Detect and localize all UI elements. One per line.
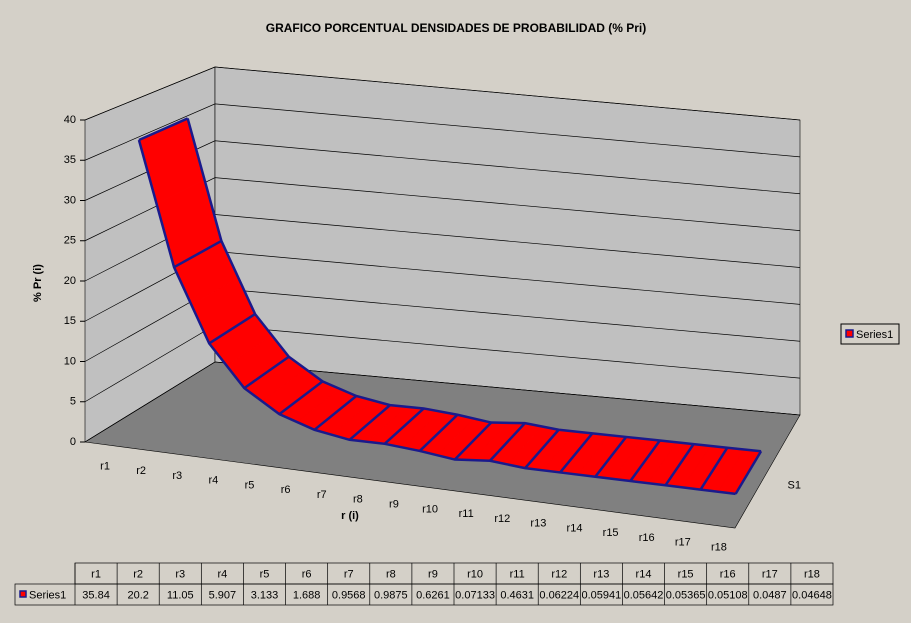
grid-line: [84, 361, 801, 443]
table-value: 0.04648: [792, 589, 832, 601]
legend-label: Series1: [856, 329, 893, 341]
y-axis-label: % Pr (i): [32, 264, 44, 302]
x-tick-label: r18: [711, 542, 727, 554]
ribbon-rib: [243, 355, 290, 390]
table-header: r6: [302, 568, 312, 580]
x-tick-label: r16: [639, 532, 655, 544]
table-header: r4: [217, 568, 227, 580]
table-value: 0.05365: [666, 589, 706, 601]
legend-box: [840, 323, 900, 345]
grid-line: [84, 66, 801, 121]
y-tick-label: 40: [64, 114, 76, 126]
table-header: r18: [804, 568, 820, 580]
ribbon-rib: [208, 313, 256, 345]
table-header: r14: [636, 568, 652, 580]
x-tick-label: r17: [675, 537, 691, 549]
table-swatch: [19, 590, 27, 598]
ribbon-rib: [278, 380, 324, 416]
ribbon-rib: [383, 407, 425, 445]
table-header: r3: [175, 568, 185, 580]
x-tick-label: r13: [530, 518, 546, 530]
ribbon-rib: [629, 439, 661, 482]
x-tick-label: r5: [245, 479, 255, 491]
ribbon-rib: [453, 421, 493, 461]
ribbon-rib: [138, 117, 189, 142]
ribbon-rib: [418, 413, 459, 452]
table-header: r1: [91, 568, 101, 580]
x-axis-label: r (i): [341, 510, 359, 522]
table-header: r2: [133, 568, 143, 580]
table-header: r7: [344, 568, 354, 580]
x-tick-label: r6: [281, 484, 291, 496]
grid-line: [84, 140, 801, 201]
ribbon-front-edge: [137, 139, 736, 496]
table-header: r16: [720, 568, 736, 580]
table-value: 20.2: [127, 589, 148, 601]
table-value: 0.05642: [624, 589, 664, 601]
table-header: r11: [510, 568, 525, 580]
x-tick-label: r7: [317, 489, 327, 501]
y-tick-label: 35: [64, 154, 76, 166]
table-header: r9: [428, 568, 438, 580]
table-value: 35.84: [82, 589, 110, 601]
table-row: [14, 583, 834, 606]
table-value: 0.06224: [539, 589, 579, 601]
x-tick-label: r2: [136, 465, 146, 477]
grid-line: [84, 103, 801, 161]
y-tick-label: 10: [64, 355, 76, 367]
table-value: 0.0487: [753, 589, 787, 601]
y-tick-label: 15: [64, 315, 76, 327]
x-tick-label: r12: [494, 513, 510, 525]
depth-tick-label: S1: [788, 479, 801, 491]
y-tick-label: 20: [64, 275, 76, 287]
table-value: 0.05108: [708, 589, 748, 601]
x-tick-label: r3: [172, 470, 182, 482]
legend-swatch: [845, 329, 854, 338]
ribbon-rib: [524, 428, 560, 469]
x-tick-label: r4: [208, 475, 218, 487]
ribbon-rib: [173, 239, 222, 269]
x-tick-label: r8: [353, 494, 363, 506]
table-header: r15: [678, 568, 694, 580]
table-value: 0.07133: [455, 589, 495, 601]
ribbon-rib: [594, 436, 628, 478]
x-tick-label: r1: [100, 460, 110, 472]
ribbon-rib: [489, 422, 526, 462]
grid-line: [84, 177, 801, 242]
ribbon-rib: [559, 432, 594, 474]
table-series-name: Series1: [29, 589, 66, 601]
ribbon-rib: [699, 447, 729, 491]
x-tick-label: r15: [603, 527, 619, 539]
ribbon-rib: [734, 450, 763, 495]
table-header: r5: [260, 568, 270, 580]
y-tick-label: 5: [70, 396, 76, 408]
x-tick-label: r14: [567, 522, 583, 534]
ribbon-back-edge: [186, 118, 762, 453]
table-value: 0.4631: [500, 589, 534, 601]
table-value: 11.05: [167, 589, 194, 601]
table-value: 0.9568: [332, 589, 366, 601]
table-header: r13: [593, 568, 609, 580]
table-value: 0.05941: [582, 589, 622, 601]
table-value: 5.907: [209, 589, 237, 601]
table-value: 0.9875: [374, 589, 408, 601]
table-value: 0.6261: [416, 589, 450, 601]
ribbon-rib: [313, 395, 358, 431]
ribbon-rib: [664, 443, 695, 487]
table-value: 3.133: [251, 589, 279, 601]
y-tick-label: 25: [64, 235, 76, 247]
x-tick-label: r11: [459, 508, 474, 520]
y-tick-label: 0: [70, 436, 76, 448]
y-tick-label: 30: [64, 194, 76, 206]
table-header: r12: [551, 568, 567, 580]
table-header: r10: [467, 568, 483, 580]
table-header: r17: [762, 568, 778, 580]
table-header: r8: [386, 568, 396, 580]
ribbon-rib: [348, 404, 391, 441]
chart-title: GRAFICO PORCENTUAL DENSIDADES DE PROBABI…: [266, 21, 646, 35]
x-tick-label: r9: [389, 499, 399, 511]
table-value: 1.688: [293, 589, 321, 601]
x-tick-label: r10: [422, 503, 438, 515]
